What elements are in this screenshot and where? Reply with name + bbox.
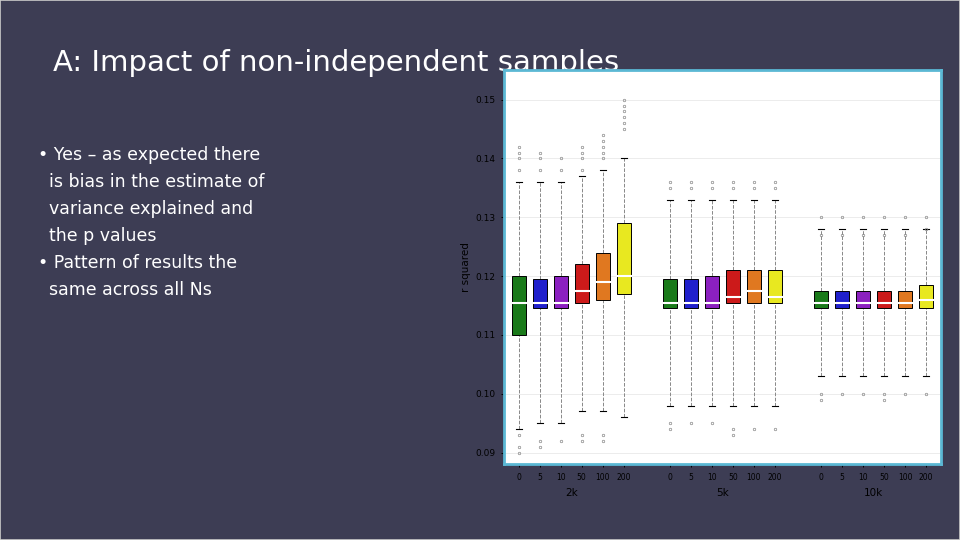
Bar: [726, 270, 740, 302]
Bar: [663, 279, 677, 308]
Bar: [920, 285, 933, 308]
Bar: [617, 223, 631, 294]
Bar: [856, 291, 870, 308]
Text: 5k: 5k: [716, 488, 729, 498]
Bar: [512, 276, 525, 335]
Bar: [814, 291, 828, 308]
Bar: [877, 291, 891, 308]
Bar: [596, 253, 610, 300]
Bar: [554, 276, 567, 308]
Bar: [575, 265, 588, 302]
Bar: [533, 279, 546, 308]
Bar: [684, 279, 698, 308]
Text: • Yes – as expected there
  is bias in the estimate of
  variance explained and
: • Yes – as expected there is bias in the…: [38, 146, 265, 299]
Y-axis label: r squared: r squared: [462, 242, 471, 292]
Bar: [835, 291, 849, 308]
Text: 10k: 10k: [864, 488, 883, 498]
Text: 2k: 2k: [564, 488, 578, 498]
Bar: [705, 276, 719, 308]
Bar: [747, 270, 760, 302]
Bar: [768, 270, 781, 302]
Bar: [899, 291, 912, 308]
Text: A: Impact of non-independent samples: A: Impact of non-independent samples: [53, 49, 619, 77]
